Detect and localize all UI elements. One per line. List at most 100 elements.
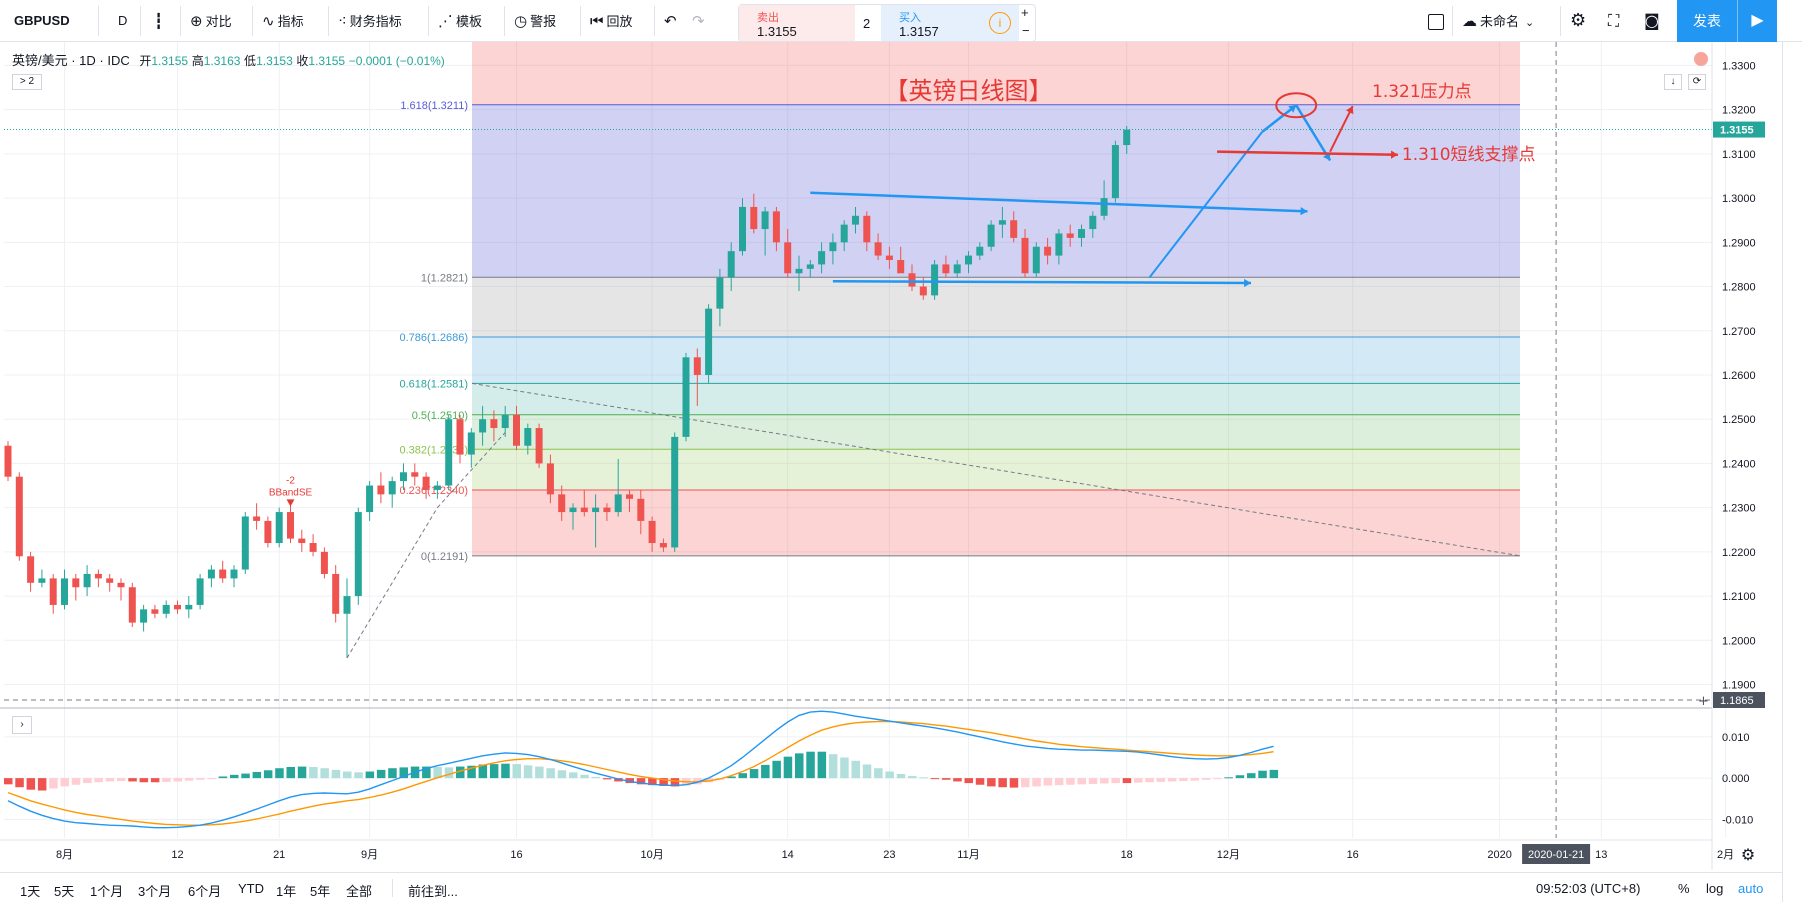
- macd-histogram-bar: [874, 768, 883, 779]
- arrow-down-icon: ↓: [1670, 76, 1676, 87]
- log-scale-button[interactable]: log: [1706, 881, 1724, 896]
- candle-body: [275, 512, 283, 544]
- settings-button[interactable]: ⚙: [1570, 0, 1589, 42]
- macd-histogram-bar: [840, 757, 849, 779]
- layout-name-label: 未命名: [1480, 14, 1520, 29]
- macd-expand-button[interactable]: ›: [12, 716, 32, 734]
- minus-icon[interactable]: −: [1022, 23, 1030, 38]
- candle-body: [1123, 129, 1131, 146]
- candle-body: [1032, 246, 1040, 274]
- candle-body: [671, 436, 679, 548]
- candle-body: [569, 507, 577, 513]
- macd-histogram-bar: [862, 764, 872, 779]
- range-1m[interactable]: 1个月: [90, 884, 124, 899]
- compare-button[interactable]: ⊕ 对比: [190, 0, 232, 42]
- range-1d[interactable]: 1天: [20, 884, 41, 899]
- time-tick-label: 16: [1347, 849, 1359, 861]
- high-value: 1.3163: [203, 54, 241, 68]
- templates-button[interactable]: ⋰ 模板: [438, 0, 482, 42]
- goto-date-button[interactable]: 前往到...: [408, 884, 458, 899]
- arrow-head: [1244, 278, 1251, 288]
- macd-histogram-bar: [376, 769, 386, 779]
- signal-count: -2: [286, 475, 295, 486]
- fullscreen-button[interactable]: ⛶: [1608, 0, 1622, 42]
- range-5d[interactable]: 5天: [54, 884, 75, 899]
- candle-body: [535, 428, 543, 464]
- reset-scale-button[interactable]: ⟳: [1688, 74, 1706, 90]
- spread-value: 2: [863, 16, 871, 31]
- interval-button[interactable]: D: [118, 0, 127, 42]
- undo-button[interactable]: ↶: [664, 0, 680, 42]
- range-3m[interactable]: 3个月: [138, 884, 172, 899]
- macd-histogram-bar: [241, 773, 250, 779]
- price-tick-label: 1.3100: [1722, 149, 1756, 161]
- candle-body: [558, 494, 566, 513]
- auto-scale-button[interactable]: auto: [1738, 881, 1764, 896]
- alert-button[interactable]: ◷ 警报: [514, 0, 556, 42]
- sell-price: 1.3155: [757, 24, 797, 39]
- high-label: 高: [191, 54, 204, 68]
- percent-scale-button[interactable]: %: [1678, 881, 1690, 896]
- macd-histogram-bar: [286, 766, 295, 779]
- macd-histogram-bar: [998, 778, 1007, 788]
- replay-button[interactable]: ⏮ 回放: [590, 0, 633, 42]
- candle-body: [863, 215, 871, 243]
- scroll-down-button[interactable]: ↓: [1664, 74, 1682, 90]
- range-ytd[interactable]: YTD: [238, 881, 264, 896]
- symbol-search-button[interactable]: GBPUSD: [14, 0, 70, 42]
- range-6m[interactable]: 6个月: [188, 884, 222, 899]
- macd-histogram-bar: [580, 774, 589, 779]
- chart-type-button[interactable]: ┇: [154, 0, 166, 42]
- time-tick-label: 2020: [1487, 849, 1511, 861]
- toolbar-divider: [252, 6, 253, 36]
- chart-canvas[interactable]: 1.618(1.3211) 1(1.2821) 0.786(1.2686) 0.618…: [0, 42, 1782, 872]
- trend-line: [1329, 105, 1354, 153]
- info-icon[interactable]: i: [989, 12, 1011, 34]
- financials-button[interactable]: ⁖ 财务指标: [338, 0, 402, 42]
- macd-histogram-bar: [975, 778, 985, 785]
- macd-histogram-bar: [930, 778, 940, 780]
- close-label: 收: [296, 54, 309, 68]
- candle-body: [15, 476, 23, 557]
- toolbar-divider: [180, 6, 181, 36]
- candle-body: [852, 215, 859, 225]
- redo-button[interactable]: ↷: [692, 0, 708, 42]
- range-5y[interactable]: 5年: [310, 884, 331, 899]
- price-tick-label: 1.3000: [1722, 193, 1756, 205]
- layout-name-button[interactable]: ☁ 未命名 ⌄: [1462, 0, 1537, 42]
- candle-body: [1055, 233, 1063, 256]
- macd-histogram-bar: [320, 768, 329, 779]
- macd-tick-label: -0.010: [1722, 814, 1753, 826]
- crosshair-date-tag: [1522, 844, 1591, 864]
- candle-body: [411, 472, 419, 477]
- candle-body: [716, 277, 724, 309]
- price-tick-label: 1.1900: [1722, 680, 1756, 692]
- select-box-button[interactable]: [1428, 0, 1444, 42]
- close-value: 1.3155: [308, 54, 346, 68]
- indicators-collapse-button[interactable]: > 2: [12, 74, 42, 90]
- crosshair-plus-icon: +: [1698, 694, 1709, 709]
- play-button[interactable]: ▶: [1737, 0, 1777, 42]
- plus-icon[interactable]: +: [1021, 5, 1029, 20]
- time-tick-label: 18: [1121, 849, 1133, 861]
- candle-body: [1066, 233, 1074, 238]
- macd-histogram-bar: [128, 778, 137, 782]
- range-all[interactable]: 全部: [346, 884, 373, 899]
- macd-histogram-bar: [1156, 778, 1166, 782]
- price-tick-label: 1.2200: [1722, 547, 1756, 559]
- snapshot-button[interactable]: ◙: [1644, 0, 1663, 42]
- time-tick-label: 12月: [1217, 849, 1240, 861]
- publish-button[interactable]: 发表: [1677, 0, 1737, 42]
- alert-dot-icon[interactable]: [1694, 52, 1708, 66]
- macd-histogram-bar: [444, 767, 454, 779]
- interval-label: D: [118, 13, 128, 28]
- candle-body: [61, 578, 68, 605]
- sell-button[interactable]: 卖出 1.3155: [739, 5, 855, 41]
- time-tick-label: 14: [782, 849, 794, 861]
- range-1y[interactable]: 1年: [276, 884, 297, 899]
- indicators-button[interactable]: ∿ 指标: [262, 0, 304, 42]
- fib-zone: [472, 104, 1520, 278]
- buy-price: 1.3157: [899, 24, 939, 39]
- macd-histogram-bar: [1235, 775, 1245, 779]
- last-price-label: 1.3155: [1720, 125, 1754, 137]
